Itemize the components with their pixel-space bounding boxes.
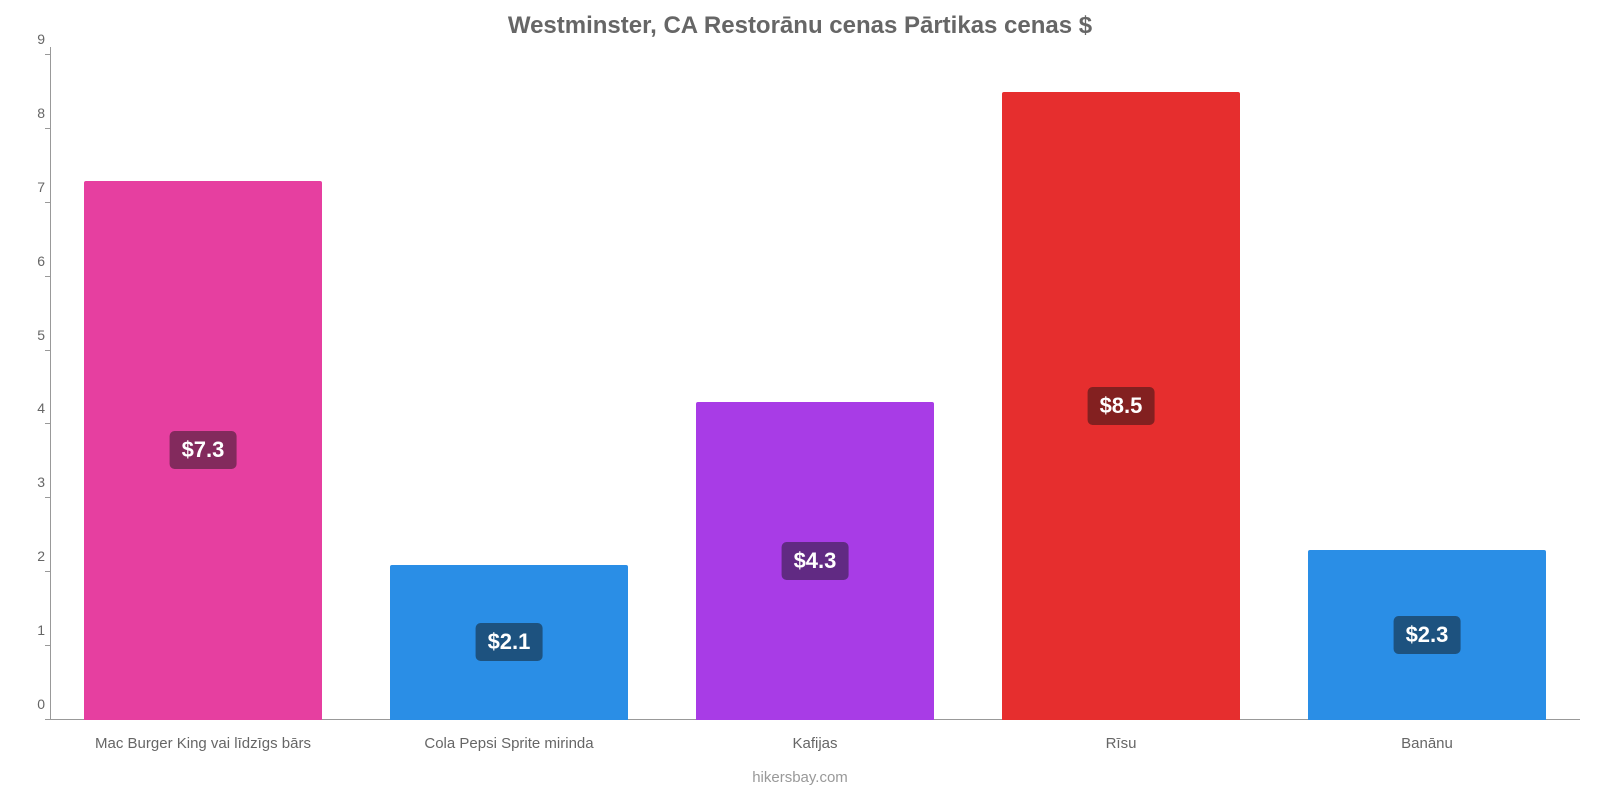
- x-axis-labels: Mac Burger King vai līdzīgs bārsCola Pep…: [50, 735, 1580, 752]
- bar-slot: $7.3: [50, 55, 356, 720]
- bar-slot: $4.3: [662, 55, 968, 720]
- bar: $2.3: [1308, 550, 1547, 720]
- y-tick-label: 9: [20, 31, 45, 47]
- y-tick-label: 8: [20, 105, 45, 121]
- y-tick-label: 0: [20, 696, 45, 712]
- y-tick-label: 2: [20, 548, 45, 564]
- y-tick-label: 6: [20, 253, 45, 269]
- chart-title: Westminster, CA Restorānu cenas Pārtikas…: [0, 0, 1600, 48]
- y-tick-label: 5: [20, 327, 45, 343]
- price-bar-chart: Westminster, CA Restorānu cenas Pārtikas…: [0, 0, 1600, 800]
- value-badge: $4.3: [782, 542, 849, 580]
- x-axis-label: Cola Pepsi Sprite mirinda: [356, 735, 662, 752]
- y-tick-label: 4: [20, 400, 45, 416]
- value-badge: $8.5: [1088, 387, 1155, 425]
- value-badge: $2.3: [1394, 616, 1461, 654]
- bar: $7.3: [84, 181, 323, 720]
- y-tick-label: 3: [20, 474, 45, 490]
- x-axis-label: Rīsu: [968, 735, 1274, 752]
- bar-slot: $2.1: [356, 55, 662, 720]
- y-tick-label: 7: [20, 179, 45, 195]
- bar: $8.5: [1002, 92, 1241, 720]
- value-badge: $7.3: [170, 431, 237, 469]
- plot-area: 0123456789 $7.3$2.1$4.3$8.5$2.3: [50, 55, 1580, 720]
- bar: $2.1: [390, 565, 629, 720]
- y-tick-label: 1: [20, 622, 45, 638]
- bar: $4.3: [696, 402, 935, 720]
- bars-container: $7.3 $2.1 $4.3 $8.5 $2.3: [50, 55, 1580, 720]
- bar-slot: $2.3: [1274, 55, 1580, 720]
- bar-slot: $8.5: [968, 55, 1274, 720]
- value-badge: $2.1: [476, 623, 543, 661]
- x-axis-label: Kafijas: [662, 735, 968, 752]
- x-axis-label: Banānu: [1274, 735, 1580, 752]
- chart-footer: hikersbay.com: [0, 769, 1600, 786]
- x-axis-label: Mac Burger King vai līdzīgs bārs: [50, 735, 356, 752]
